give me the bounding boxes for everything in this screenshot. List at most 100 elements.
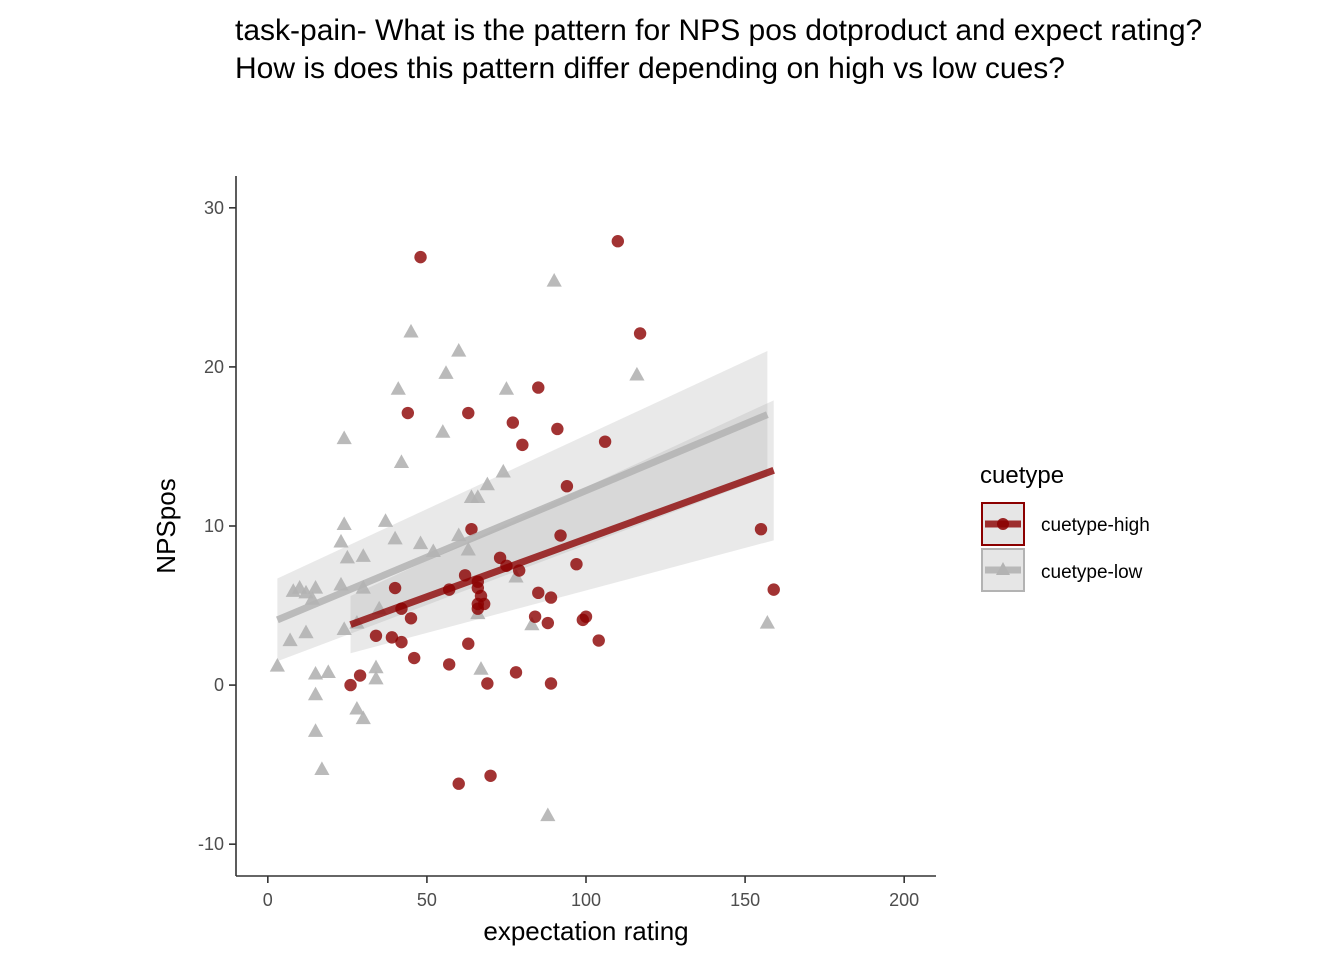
data-point-low bbox=[759, 615, 775, 629]
data-point-low bbox=[307, 665, 324, 680]
legend-item-high: cuetype-high bbox=[981, 502, 1150, 546]
data-point-high bbox=[528, 610, 542, 623]
data-point-low bbox=[387, 530, 403, 545]
data-point-high bbox=[516, 438, 529, 452]
x-tick-label: 100 bbox=[571, 890, 601, 910]
data-point-low bbox=[451, 343, 467, 357]
data-point-low bbox=[336, 430, 352, 445]
data-point-high bbox=[754, 522, 768, 536]
fit-line-cuetype-high bbox=[349, 467, 775, 628]
data-point-high bbox=[465, 522, 478, 536]
data-point-high bbox=[462, 637, 475, 650]
data-point-low bbox=[333, 576, 349, 591]
y-tick-label: 30 bbox=[204, 198, 224, 218]
data-point-high bbox=[462, 406, 475, 420]
data-point-high bbox=[404, 612, 418, 625]
data-point-high bbox=[407, 651, 421, 665]
fit-lines bbox=[276, 411, 775, 628]
data-point-high bbox=[385, 631, 399, 644]
data-point-low bbox=[307, 686, 324, 701]
data-point-high bbox=[442, 658, 456, 671]
data-point-low bbox=[282, 632, 298, 647]
data-point-low bbox=[403, 323, 419, 338]
data-point-low bbox=[336, 621, 352, 636]
data-point-high bbox=[369, 629, 383, 642]
chart-title: task-pain- What is the pattern for NPS p… bbox=[235, 14, 1202, 85]
data-point-high bbox=[551, 422, 564, 436]
data-point-high bbox=[414, 250, 427, 264]
ci-band-cuetype-high bbox=[350, 400, 774, 654]
legend-circle-icon bbox=[997, 518, 1009, 530]
legend-title: cuetype bbox=[980, 462, 1064, 489]
data-point-low bbox=[298, 624, 314, 639]
data-point-low bbox=[269, 658, 285, 672]
data-point-high bbox=[388, 581, 402, 595]
data-point-high bbox=[598, 435, 612, 448]
axes: 0 50 100 150 200 -10 0 10 20 30 bbox=[198, 176, 936, 910]
data-point-low bbox=[292, 580, 308, 594]
data-point-low bbox=[368, 659, 384, 674]
legend: cuetype cuetype-high cuetype-low bbox=[980, 462, 1150, 592]
data-point-high bbox=[484, 769, 497, 782]
data-point-low bbox=[333, 533, 349, 548]
y-axis-title: NPSpos bbox=[151, 478, 181, 573]
x-tick-label: 50 bbox=[417, 890, 437, 910]
data-point-low bbox=[368, 670, 384, 685]
data-point-high bbox=[554, 529, 567, 542]
data-point-low bbox=[314, 761, 330, 776]
x-axis-ticks: 0 50 100 150 200 bbox=[263, 876, 919, 910]
data-point-high bbox=[395, 635, 408, 649]
data-point-low bbox=[438, 365, 454, 379]
data-point-low bbox=[412, 535, 429, 550]
x-axis-title: expectation rating bbox=[483, 916, 688, 946]
data-point-high bbox=[592, 634, 605, 647]
data-point-low bbox=[540, 807, 556, 822]
data-point-low bbox=[393, 454, 410, 468]
data-point-low bbox=[355, 710, 371, 725]
y-tick-label: 10 bbox=[204, 516, 224, 536]
legend-label-low: cuetype-low bbox=[1041, 562, 1143, 583]
data-point-high bbox=[544, 591, 558, 604]
chart-title-line-2: How is does this pattern differ dependin… bbox=[235, 52, 1065, 85]
data-point-low bbox=[349, 700, 365, 715]
legend-item-low: cuetype-low bbox=[981, 548, 1143, 592]
data-point-low bbox=[546, 273, 562, 287]
data-point-high bbox=[532, 586, 545, 600]
data-point-high bbox=[576, 613, 590, 627]
data-point-low bbox=[336, 516, 352, 531]
data-point-high bbox=[560, 480, 574, 493]
data-point-low bbox=[495, 463, 511, 478]
data-point-low bbox=[629, 366, 645, 381]
x-tick-label: 150 bbox=[730, 890, 760, 910]
data-point-high bbox=[633, 327, 647, 340]
data-point-high bbox=[611, 235, 625, 248]
legend-triangle-icon bbox=[996, 562, 1010, 575]
data-point-low bbox=[390, 381, 406, 395]
data-point-low bbox=[460, 541, 476, 556]
data-point-high bbox=[353, 669, 367, 682]
x-tick-label: 0 bbox=[263, 890, 273, 910]
data-point-high bbox=[767, 583, 780, 596]
y-tick-label: -10 bbox=[198, 834, 224, 854]
x-tick-label: 200 bbox=[889, 890, 919, 910]
data-point-low bbox=[320, 664, 336, 678]
plot-panel bbox=[269, 235, 780, 822]
ci-band-cuetype-low bbox=[277, 351, 768, 662]
data-point-low bbox=[473, 661, 489, 675]
data-point-low bbox=[435, 424, 451, 438]
data-point-low bbox=[479, 476, 495, 491]
data-point-high bbox=[509, 666, 523, 679]
data-point-high bbox=[544, 677, 558, 690]
y-tick-label: 20 bbox=[204, 357, 224, 377]
y-axis-ticks: -10 0 10 20 30 bbox=[198, 198, 236, 854]
data-point-high bbox=[506, 416, 520, 429]
data-point-low bbox=[377, 513, 394, 527]
legend-label-high: cuetype-high bbox=[1041, 515, 1150, 536]
chart-title-line-1: task-pain- What is the pattern for NPS p… bbox=[235, 14, 1202, 47]
fit-line-cuetype-low bbox=[276, 411, 769, 624]
data-point-high bbox=[570, 557, 583, 571]
data-point-low bbox=[498, 381, 515, 395]
data-point-low bbox=[339, 549, 355, 564]
data-point-high bbox=[471, 602, 485, 615]
